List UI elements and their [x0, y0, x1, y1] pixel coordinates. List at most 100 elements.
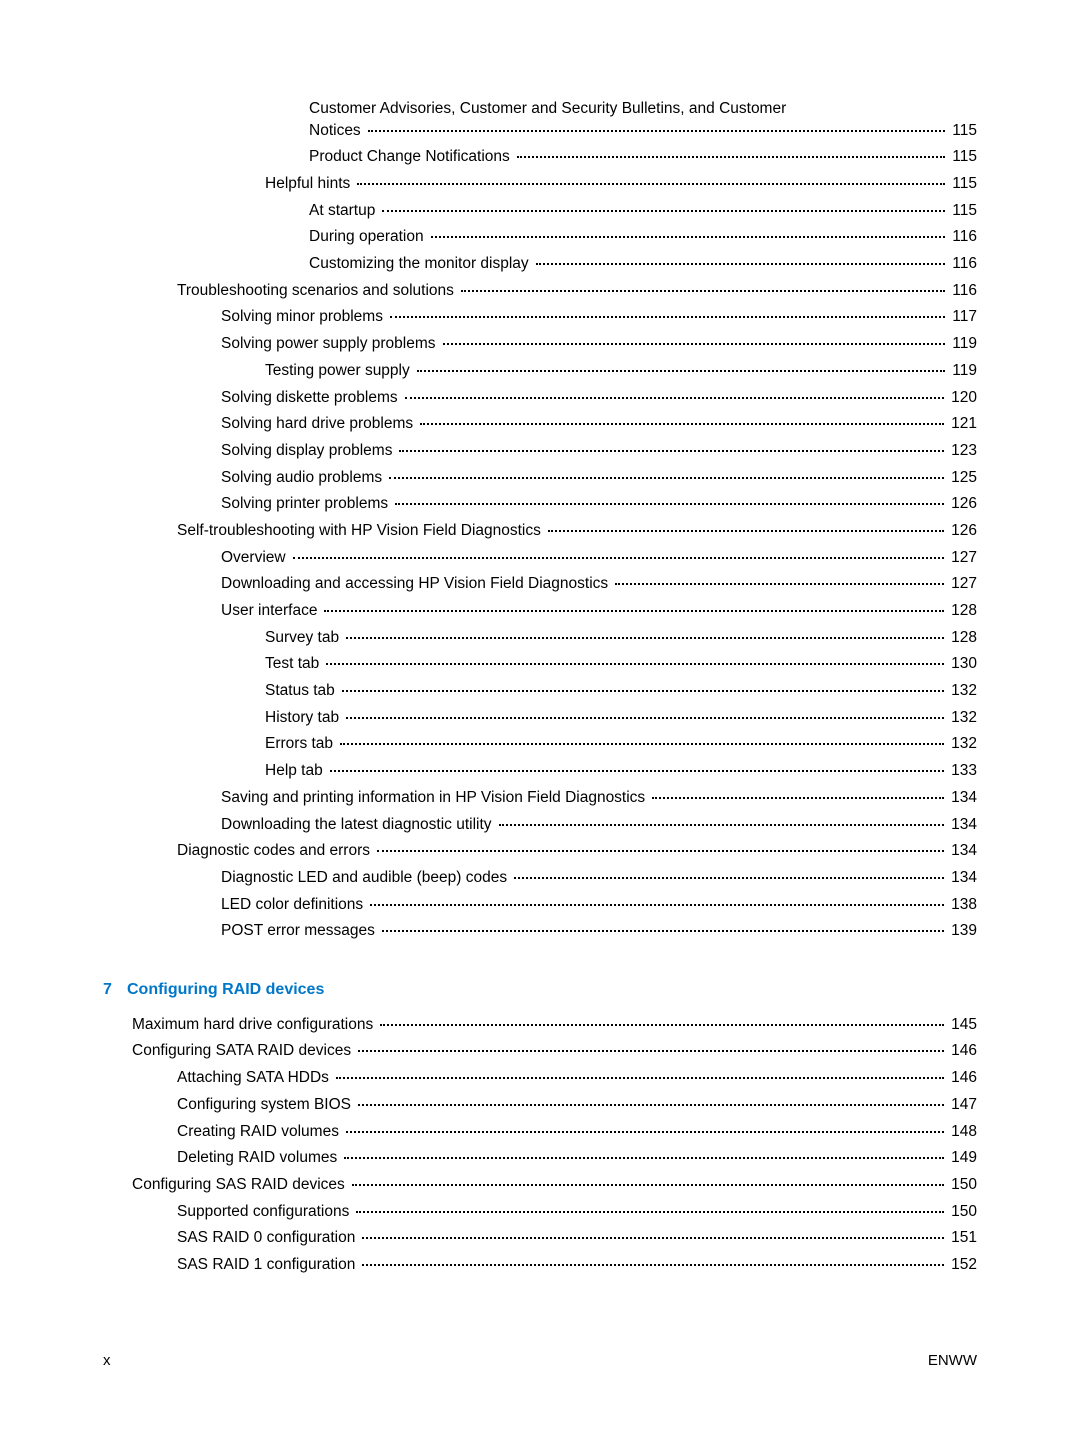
toc-entry-page: 133 — [947, 763, 977, 779]
toc-leader-dots — [417, 370, 946, 372]
toc-entry-page: 152 — [947, 1257, 977, 1273]
toc-entry-page: 132 — [947, 710, 977, 726]
toc-entry-page: 127 — [947, 550, 977, 566]
toc-leader-dots — [420, 423, 944, 425]
toc-entry: Customer Advisories, Customer and Securi… — [103, 96, 977, 138]
toc-entry-label: Maximum hard drive configurations — [132, 1017, 377, 1033]
toc-entry: Solving minor problems 117 — [103, 309, 977, 325]
section-number: 7 — [103, 981, 127, 999]
toc-entry-page: 132 — [947, 683, 977, 699]
toc-leader-dots — [499, 824, 945, 826]
toc-entry-page: 115 — [948, 149, 977, 165]
toc-entry-label: LED color definitions — [221, 897, 367, 913]
toc-entry: Diagnostic codes and errors 134 — [103, 843, 977, 859]
toc-entry-page: 149 — [947, 1150, 977, 1166]
toc-entry-page: 115 — [948, 203, 977, 219]
toc-entry: Solving hard drive problems121 — [103, 416, 977, 432]
toc-leader-dots — [443, 343, 946, 345]
toc-leader-dots — [356, 1211, 944, 1213]
toc-entry-page: 150 — [947, 1177, 977, 1193]
toc-entry: Supported configurations150 — [103, 1204, 977, 1220]
toc-entry: Self-troubleshooting with HP Vision Fiel… — [103, 523, 977, 539]
toc-entry-page: 119 — [948, 363, 977, 379]
toc-entry: Solving printer problems 126 — [103, 496, 977, 512]
toc-entry-page: 119 — [948, 336, 977, 352]
toc-entry-page: 134 — [947, 843, 977, 859]
toc-entry-page: 148 — [947, 1124, 977, 1140]
toc-entry-label: Solving power supply problems — [221, 336, 440, 352]
toc-leader-dots — [382, 210, 945, 212]
toc-leader-dots — [390, 316, 945, 318]
toc-entry-page: 115 — [948, 176, 977, 192]
toc-entry-page: 126 — [947, 523, 977, 539]
toc-entry-label: Diagnostic codes and errors — [177, 843, 374, 859]
toc-leader-dots — [330, 770, 944, 772]
toc-entry-page: 128 — [947, 603, 977, 619]
toc-leader-dots — [514, 877, 944, 879]
toc-entry-page: 116 — [948, 256, 977, 272]
toc-entry-page: 127 — [947, 576, 977, 592]
toc-entry-page: 151 — [947, 1230, 977, 1246]
toc-entry-page: 146 — [947, 1043, 977, 1059]
toc-leader-dots — [380, 1024, 944, 1026]
toc-entry: User interface128 — [103, 603, 977, 619]
toc-entry-page: 128 — [947, 630, 977, 646]
toc-block-2: Maximum hard drive configurations145Conf… — [103, 1017, 977, 1273]
toc-leader-dots — [389, 477, 944, 479]
toc-entry-page: 147 — [947, 1097, 977, 1113]
toc-block-1: Customer Advisories, Customer and Securi… — [103, 96, 977, 939]
toc-entry-label: Customer Advisories, Customer and Securi… — [309, 96, 977, 123]
toc-leader-dots — [431, 236, 946, 238]
toc-leader-dots — [336, 1077, 944, 1079]
toc-entry-label: Solving diskette problems — [221, 390, 402, 406]
toc-entry-label: Solving minor problems — [221, 309, 387, 325]
toc-leader-dots — [340, 743, 944, 745]
toc-entry-page: 145 — [947, 1017, 977, 1033]
toc-entry: History tab132 — [103, 710, 977, 726]
toc-entry-label: Self-troubleshooting with HP Vision Fiel… — [177, 523, 545, 539]
toc-entry-label: Solving audio problems — [221, 470, 386, 486]
toc-entry-page: 116 — [948, 283, 977, 299]
toc-leader-dots — [548, 530, 944, 532]
toc-entry: Creating RAID volumes148 — [103, 1124, 977, 1140]
toc-leader-dots — [352, 1184, 944, 1186]
toc-entry-label: Downloading the latest diagnostic utilit… — [221, 817, 496, 833]
toc-entry-page: 121 — [947, 416, 977, 432]
toc-entry-label: SAS RAID 1 configuration — [177, 1257, 359, 1273]
toc-entry-label: SAS RAID 0 configuration — [177, 1230, 359, 1246]
footer-right-text: ENWW — [928, 1352, 977, 1369]
toc-leader-dots — [358, 1050, 944, 1052]
toc-entry: Downloading the latest diagnostic utilit… — [103, 817, 977, 833]
toc-entry-page: 146 — [947, 1070, 977, 1086]
toc-entry-label: Customizing the monitor display — [309, 256, 533, 272]
toc-entry: Downloading and accessing HP Vision Fiel… — [103, 576, 977, 592]
toc-leader-dots — [382, 930, 944, 932]
toc-entry: At startup115 — [103, 203, 977, 219]
toc-entry-page: 132 — [947, 736, 977, 752]
toc-leader-dots — [342, 690, 944, 692]
section-heading-7: 7Configuring RAID devices — [103, 981, 977, 999]
toc-leader-dots — [615, 583, 944, 585]
toc-entry-label: Solving printer problems — [221, 496, 392, 512]
toc-entry: Test tab130 — [103, 656, 977, 672]
toc-entry-label: Errors tab — [265, 736, 337, 752]
toc-leader-dots — [358, 1104, 944, 1106]
toc-entry: Product Change Notifications115 — [103, 149, 977, 165]
toc-entry: SAS RAID 0 configuration 151 — [103, 1230, 977, 1246]
toc-leader-dots — [362, 1237, 944, 1239]
toc-entry-page: 138 — [947, 897, 977, 913]
toc-entry-page: 115 — [948, 123, 977, 139]
toc-leader-dots — [536, 263, 946, 265]
toc-entry-label: During operation — [309, 229, 428, 245]
toc-entry: Solving power supply problems 119 — [103, 336, 977, 352]
toc-leader-dots — [344, 1157, 944, 1159]
toc-leader-dots — [405, 397, 945, 399]
toc-entry-page: 126 — [947, 496, 977, 512]
toc-entry-label: Troubleshooting scenarios and solutions — [177, 283, 458, 299]
toc-entry-page: 117 — [948, 309, 977, 325]
toc-entry-label: Test tab — [265, 656, 323, 672]
toc-entry-page: 120 — [947, 390, 977, 406]
toc-leader-dots — [370, 904, 944, 906]
toc-entry: Helpful hints115 — [103, 176, 977, 192]
toc-entry: Status tab132 — [103, 683, 977, 699]
